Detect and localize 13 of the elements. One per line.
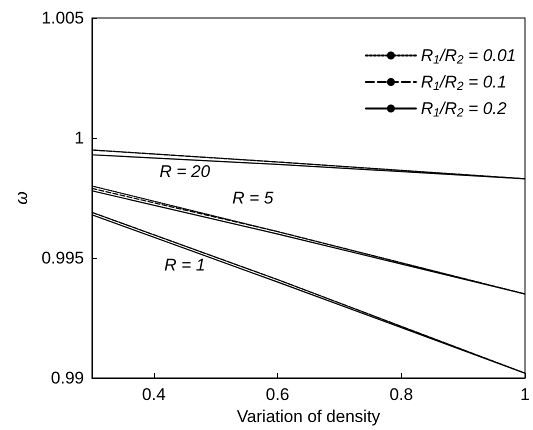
y-tick-label: 0.99 (50, 368, 84, 388)
x-axis-title: Variation of density (236, 407, 381, 426)
annotation: R = 1 (164, 256, 206, 275)
annotation: R = 20 (160, 162, 211, 182)
x-tick-label: 0.8 (389, 385, 414, 404)
y-axis-title: ω (12, 191, 31, 205)
x-tick-label: 0.4 (142, 385, 166, 404)
y-tick-label: 1 (74, 128, 84, 148)
y-tick-label: 0.995 (41, 248, 84, 268)
y-tick-label: 1.005 (41, 8, 84, 28)
annotation: R = 5 (232, 188, 274, 208)
x-tick-label: 1 (520, 385, 530, 404)
x-tick-label: 0.6 (266, 385, 290, 404)
